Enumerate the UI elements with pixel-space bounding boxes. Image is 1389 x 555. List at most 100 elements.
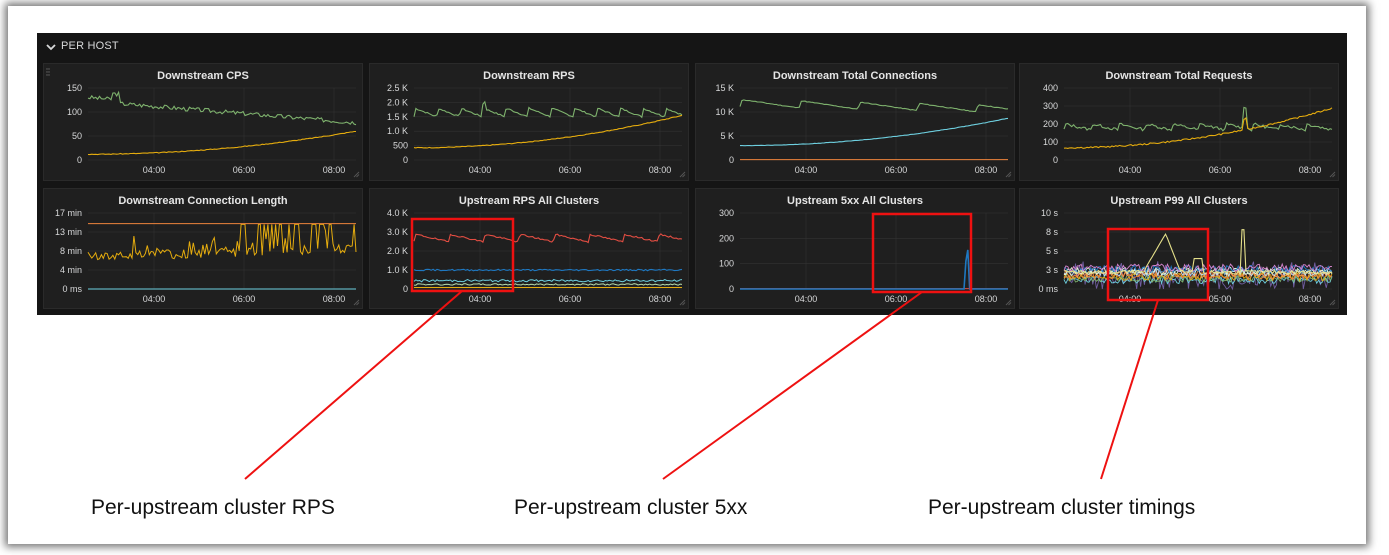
panel-downstream-total-requests[interactable]: Downstream Total Requests 400 300 200 100 0 0…: [1019, 63, 1339, 181]
y-tick-label: 17 min: [55, 208, 82, 218]
panel-downstream-rps[interactable]: Downstream RPS 2.5 K 2.0 K 1.5 K 1.0 K 500 0 0…: [369, 63, 689, 181]
panel-title[interactable]: Upstream P99 All Clusters: [1110, 195, 1248, 207]
y-tick-label: 0: [1053, 155, 1058, 165]
x-tick-label: 08:00: [975, 165, 998, 175]
x-tick-label: 08:00: [1299, 165, 1322, 175]
y-tick-label: 4.0 K: [387, 208, 408, 218]
y-tick-label: 2.0 K: [387, 246, 408, 256]
x-tick-label: 04:00: [469, 165, 492, 175]
y-tick-label: 100: [67, 107, 82, 117]
y-tick-label: 50: [72, 131, 82, 141]
y-tick-label: 200: [719, 233, 734, 243]
x-tick-label: 08:00: [975, 294, 998, 304]
row-title: PER HOST: [61, 40, 119, 52]
x-tick-label: 04:00: [795, 165, 818, 175]
x-tick-label: 06:00: [559, 294, 582, 304]
series-blue: [740, 249, 1008, 290]
panel-plot: 400 300 200 100 0 04:00 06:00 08:00: [1043, 83, 1333, 175]
y-tick-label: 400: [1043, 83, 1058, 93]
y-tick-label: 0 ms: [62, 284, 82, 294]
series-green: [1063, 106, 1333, 132]
series-green: [739, 99, 1009, 112]
x-tick-label: 05:00: [1209, 294, 1232, 304]
panel-downstream-total-connections[interactable]: Downstream Total Connections 15 K 10 K 5 K…: [695, 63, 1015, 181]
drag-handle-icon[interactable]: [46, 68, 50, 78]
x-tick-label: 06:00: [885, 165, 908, 175]
panel-plot: 2.5 K 2.0 K 1.5 K 1.0 K 500 0 04:00 06:00 08:00: [387, 83, 683, 175]
resize-handle-icon[interactable]: [353, 171, 360, 178]
x-tick-label: 08:00: [649, 294, 672, 304]
panel-plot: 17 min 13 min 8 min 4 min 0 ms 04:00 06:00 08:0…: [55, 208, 357, 304]
resize-handle-icon[interactable]: [1329, 171, 1336, 178]
series-cyan: [413, 278, 683, 283]
panel-upstream-p99-all-clusters[interactable]: Upstream P99 All Clusters 10 s 8 s 5 s 3 s 0…: [1019, 188, 1339, 309]
y-tick-label: 2.5 K: [387, 83, 408, 93]
x-tick-label: 04:00: [143, 294, 166, 304]
y-tick-label: 150: [67, 83, 82, 93]
x-tick-label: 04:00: [1119, 294, 1142, 304]
panel-upstream-rps-all-clusters[interactable]: Upstream RPS All Clusters 4.0 K 3.0 K 2.0 …: [369, 188, 689, 309]
resize-handle-icon[interactable]: [679, 299, 686, 306]
panel-title[interactable]: Upstream RPS All Clusters: [458, 195, 600, 207]
y-tick-label: 300: [719, 208, 734, 218]
y-tick-label: 5 s: [1046, 246, 1059, 256]
panel-title[interactable]: Downstream Connection Length: [118, 195, 288, 207]
resize-handle-icon[interactable]: [1005, 171, 1012, 178]
series-blue: [413, 268, 683, 272]
y-tick-label: 0 ms: [1038, 284, 1058, 294]
x-tick-label: 08:00: [323, 165, 346, 175]
x-tick-label: 06:00: [233, 294, 256, 304]
y-tick-label: 200: [1043, 119, 1058, 129]
y-tick-label: 0: [403, 155, 408, 165]
x-tick-label: 06:00: [1209, 165, 1232, 175]
panel-plot: 300 200 100 0 04:00 06:00 08:00: [719, 208, 1008, 304]
panel-plot: 4.0 K 3.0 K 2.0 K 1.0 K 0 04:00 06:00 08:00: [387, 208, 683, 304]
series-yellow: [413, 114, 683, 149]
y-tick-label: 4 min: [60, 265, 82, 275]
y-tick-label: 1.5 K: [387, 112, 408, 122]
panel-title[interactable]: Downstream RPS: [483, 70, 575, 82]
x-tick-label: 06:00: [233, 165, 256, 175]
x-tick-label: 04:00: [469, 294, 492, 304]
y-tick-label: 15 K: [715, 83, 734, 93]
y-tick-label: 10 s: [1041, 208, 1059, 218]
caption-upstream-timings: Per-upstream cluster timings: [928, 496, 1196, 519]
y-tick-label: 2.0 K: [387, 97, 408, 107]
x-tick-label: 04:00: [1119, 165, 1142, 175]
resize-handle-icon[interactable]: [353, 299, 360, 306]
series-yellow: [87, 130, 356, 156]
chevron-down-icon[interactable]: [45, 41, 57, 53]
y-tick-label: 5 K: [720, 131, 734, 141]
series-red: [413, 233, 683, 244]
y-tick-label: 500: [393, 141, 408, 151]
y-tick-label: 1.0 K: [387, 265, 408, 275]
x-tick-label: 06:00: [885, 294, 908, 304]
x-tick-label: 08:00: [649, 165, 672, 175]
series-yellow: [87, 223, 357, 261]
panel-title[interactable]: Upstream 5xx All Clusters: [787, 195, 923, 207]
series-cyan: [739, 117, 1009, 147]
panel-title[interactable]: Downstream CPS: [157, 70, 249, 82]
resize-handle-icon[interactable]: [1005, 299, 1012, 306]
y-tick-label: 0: [403, 284, 408, 294]
panel-upstream-5xx-all-clusters[interactable]: Upstream 5xx All Clusters 300 200 100 0 04:0…: [695, 188, 1015, 309]
x-tick-label: 04:00: [143, 165, 166, 175]
resize-handle-icon[interactable]: [679, 171, 686, 178]
y-tick-label: 100: [719, 259, 734, 269]
y-tick-label: 0: [729, 284, 734, 294]
y-tick-label: 100: [1043, 137, 1058, 147]
resize-handle-icon[interactable]: [1329, 299, 1336, 306]
dashboard: PER HOST Downstream CPS 150 100 50 0 04:00 06…: [37, 33, 1347, 315]
panel-title[interactable]: Downstream Total Connections: [772, 70, 938, 82]
y-tick-label: 0: [77, 155, 82, 165]
x-tick-label: 08:00: [1299, 294, 1322, 304]
row-header-per-host[interactable]: PER HOST: [37, 33, 1347, 61]
panel-downstream-connection-length[interactable]: Downstream Connection Length 17 min 13 mi…: [43, 188, 363, 309]
panel-downstream-cps[interactable]: Downstream CPS 150 100 50 0 04:00 06:00 08:00: [43, 63, 363, 181]
panel-title[interactable]: Downstream Total Requests: [1105, 70, 1253, 82]
y-tick-label: 0: [729, 155, 734, 165]
y-tick-label: 13 min: [55, 227, 82, 237]
y-tick-label: 10 K: [715, 107, 734, 117]
x-tick-label: 04:00: [795, 294, 818, 304]
y-tick-label: 3 s: [1046, 265, 1059, 275]
